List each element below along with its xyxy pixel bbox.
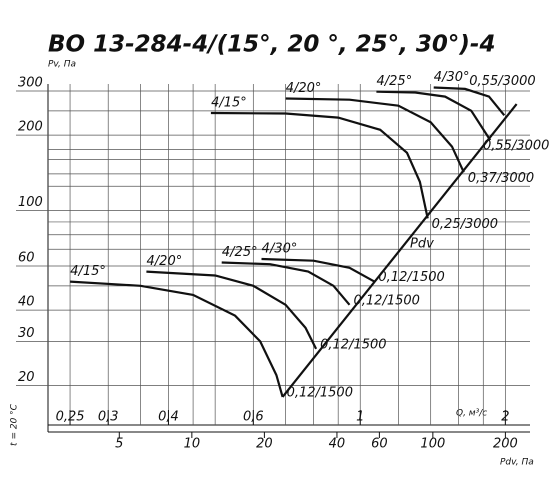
- y-tick-label: 300: [18, 76, 43, 91]
- x-axis-label: Q, м³/с: [456, 409, 487, 419]
- curve-name: 4/15°: [70, 264, 106, 279]
- curve-name: 4/25°: [377, 74, 413, 89]
- curve-name: 4/30°: [434, 70, 470, 85]
- curve-end-label: 0,55/3000: [483, 139, 549, 154]
- pdv-line: [281, 103, 518, 398]
- y-tick-label: 30: [18, 326, 35, 341]
- x2-tick-label: 40: [329, 437, 346, 452]
- fan-curve: [221, 261, 351, 306]
- fan-curve: [285, 97, 465, 173]
- curve-end-label: 0,37/3000: [468, 171, 534, 186]
- y-tick-label: 200: [18, 120, 43, 135]
- curve-end-label: 0,12/1500: [320, 337, 386, 352]
- fan-curve: [261, 257, 375, 283]
- x-tick-label: 1: [356, 410, 364, 425]
- x-tick-label: 0,4: [158, 410, 179, 425]
- fan-curve: [146, 270, 318, 350]
- curve-end-label: 0,25/3000: [432, 217, 498, 232]
- x2-tick-label: 60: [371, 437, 388, 452]
- x-tick-label: 0,6: [243, 410, 264, 425]
- curve-name: 4/30°: [262, 242, 298, 257]
- y-tick-label: 100: [18, 195, 43, 210]
- x2-tick-label: 5: [115, 437, 123, 452]
- y-axis-label: Pv, Па: [48, 60, 76, 70]
- curve-end-label: 0,55/3000: [469, 74, 535, 89]
- pdv-label: Pdv: [410, 237, 434, 252]
- chart-title: ВО 13-284-4/(15°, 20 °, 25°, 30°)-4: [48, 32, 495, 58]
- y-tick-label: 40: [18, 295, 35, 310]
- curve-end-label: 0,12/1500: [378, 270, 444, 285]
- x2-axis-label: Pdv, Па: [500, 458, 534, 468]
- fan-curve: [70, 280, 284, 398]
- x-tick-label: 2: [501, 410, 509, 425]
- fan-curve: [210, 111, 429, 219]
- fan-curve: [376, 90, 492, 141]
- x2-tick-label: 200: [493, 437, 518, 452]
- x2-tick-label: 10: [184, 437, 201, 452]
- temperature-note: t = 20 °C: [10, 403, 20, 446]
- curve-name: 4/20°: [286, 81, 322, 96]
- x-tick-label: 0,3: [98, 410, 119, 425]
- y-tick-label: 20: [18, 370, 35, 385]
- curve-name: 4/20°: [147, 254, 183, 269]
- fan-curve: [433, 86, 506, 116]
- x-tick-label: 0,25: [56, 410, 85, 425]
- curve-name: 4/15°: [211, 96, 247, 111]
- x2-tick-label: 100: [420, 437, 445, 452]
- curve-end-label: 0,12/1500: [354, 293, 420, 308]
- y-tick-label: 60: [18, 251, 35, 266]
- curve-end-label: 0,12/1500: [287, 385, 353, 400]
- curve-name: 4/25°: [222, 245, 258, 260]
- x2-tick-label: 20: [256, 437, 273, 452]
